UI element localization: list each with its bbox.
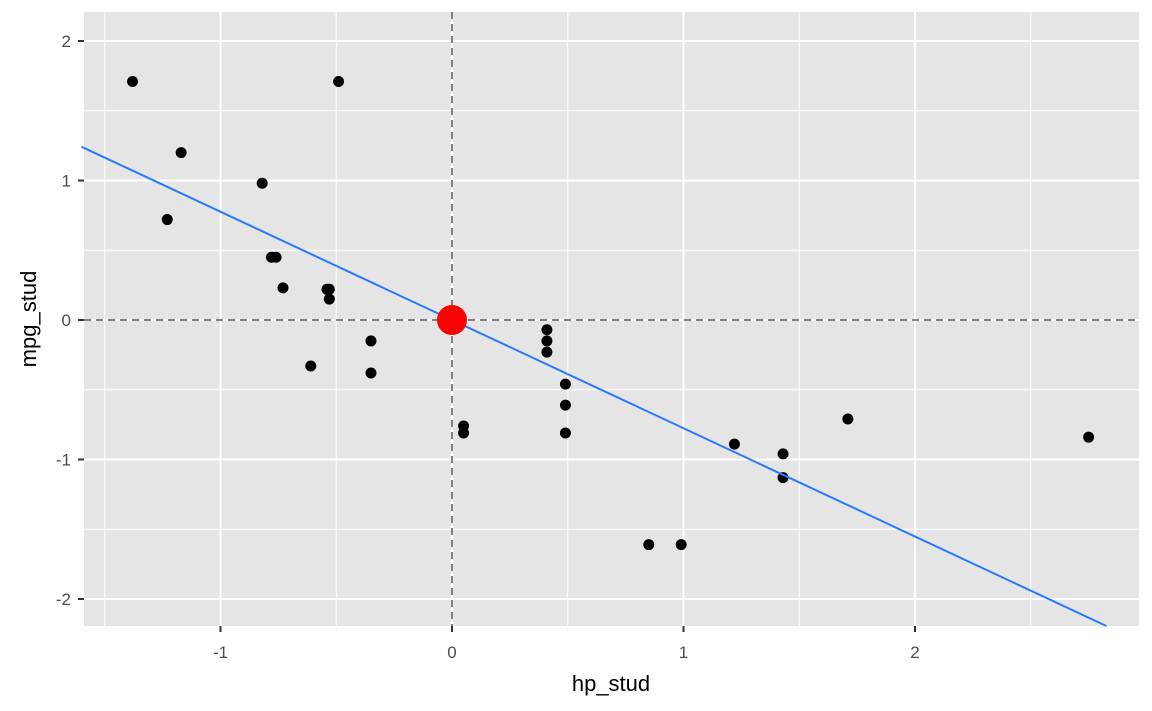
highlight-group (437, 305, 467, 335)
data-point (541, 335, 553, 347)
data-point (777, 448, 789, 460)
y-axis-title: mpg_stud (16, 271, 41, 368)
data-point (559, 378, 571, 390)
data-point (256, 177, 268, 189)
data-point (559, 399, 571, 411)
x-tick-label: -1 (213, 643, 228, 662)
data-point (270, 251, 282, 263)
data-point (1083, 431, 1095, 443)
data-points (127, 75, 1095, 551)
x-tick-label: 2 (910, 643, 919, 662)
y-tick-label: -2 (56, 590, 71, 609)
reference-lines (84, 12, 1139, 626)
data-point (175, 147, 187, 159)
data-point (127, 75, 139, 87)
highlight-point (437, 305, 467, 335)
y-tick-label: 0 (62, 311, 71, 330)
data-point (305, 360, 317, 372)
data-point (323, 283, 335, 295)
y-tick-label: -1 (56, 451, 71, 470)
data-point (559, 427, 571, 439)
y-tick-label: 1 (62, 172, 71, 191)
data-point (161, 214, 173, 226)
data-point (333, 75, 345, 87)
data-point (541, 324, 553, 336)
x-tick-label: 0 (447, 643, 456, 662)
data-point (541, 346, 553, 358)
x-axis-ticks: -1 0 1 2 (213, 626, 920, 662)
y-axis-ticks: -2 -1 0 1 2 (56, 32, 84, 609)
data-point (323, 293, 335, 305)
data-point (777, 472, 789, 484)
x-tick-label: 1 (679, 643, 688, 662)
data-point (458, 427, 470, 439)
y-tick-label: 2 (62, 32, 71, 51)
data-point (365, 335, 377, 347)
regression-line (81, 145, 1107, 627)
data-point (842, 413, 854, 425)
data-point (277, 282, 289, 294)
data-point (728, 438, 740, 450)
data-point (643, 539, 655, 551)
x-axis-title: hp_stud (572, 671, 650, 696)
data-point (675, 539, 687, 551)
data-point (365, 367, 377, 379)
fit-line-group (81, 145, 1107, 627)
